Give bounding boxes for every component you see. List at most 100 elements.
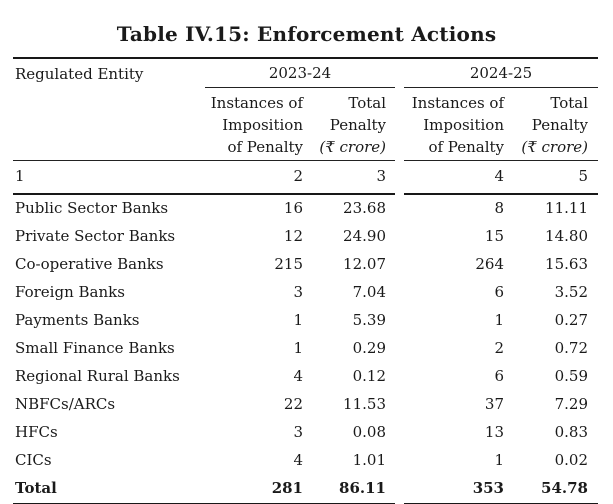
total-value-cell: 281 <box>205 475 308 504</box>
subheader-line: Total <box>348 94 386 112</box>
entity-cell: NBFCs/ARCs <box>15 395 116 413</box>
column-gutter <box>395 307 404 335</box>
table-row: Co-operative Banks 215 12.07 264 15.63 <box>13 251 598 279</box>
entity-cell: Regional Rural Banks <box>15 367 180 385</box>
instances-header-2023-24: Instances of Imposition of Penalty <box>205 87 308 161</box>
value-cell: 1 <box>494 451 504 469</box>
value-cell: 13 <box>484 423 504 441</box>
column-gutter <box>395 194 404 223</box>
entity-cell: Co-operative Banks <box>15 255 164 273</box>
year-group-2024-25: 2024-25 <box>404 58 598 88</box>
value-cell: 23.68 <box>343 199 386 217</box>
column-number: 2 <box>205 160 308 195</box>
entity-cell: CICs <box>15 451 52 469</box>
value-cell: 0.08 <box>352 423 386 441</box>
subheader-line: Instances of <box>210 94 303 112</box>
table-row: Public Sector Banks 16 23.68 8 11.11 <box>13 194 598 223</box>
entity-cell: Payments Banks <box>15 311 140 329</box>
column-gutter <box>395 475 404 504</box>
year-header-row: Regulated Entity 2023-24 2024-25 <box>13 58 598 88</box>
column-gutter <box>395 161 404 195</box>
total-value-cell: 86.11 <box>308 475 395 504</box>
subheader-line: Penalty <box>329 116 386 134</box>
column-number: 4 <box>404 160 510 195</box>
table-row: Foreign Banks 3 7.04 6 3.52 <box>13 279 598 307</box>
entity-cell: Small Finance Banks <box>15 339 175 357</box>
value-cell: 0.12 <box>352 367 386 385</box>
column-gutter <box>395 363 404 391</box>
subheader-empty-cell <box>13 87 205 161</box>
value-cell: 1 <box>494 311 504 329</box>
value-cell: 1 <box>293 339 303 357</box>
entity-cell: Foreign Banks <box>15 283 125 301</box>
value-cell: 1 <box>293 311 303 329</box>
value-cell: 22 <box>283 395 303 413</box>
value-cell: 0.83 <box>554 423 588 441</box>
column-number-row: 1 2 3 4 5 <box>13 160 598 195</box>
value-cell: 264 <box>475 255 504 273</box>
value-cell: 37 <box>484 395 504 413</box>
column-gutter <box>395 419 404 447</box>
table-row: CICs 4 1.01 1 0.02 <box>13 447 598 475</box>
rupee-crore-unit-label: (₹ crore) <box>319 138 386 156</box>
column-gutter <box>395 335 404 363</box>
subheader-line: of Penalty <box>227 138 303 156</box>
subheader-line: Imposition <box>222 116 303 134</box>
subheader-line: Imposition <box>423 116 504 134</box>
value-cell: 24.90 <box>343 227 386 245</box>
value-cell: 6 <box>494 283 504 301</box>
value-cell: 0.27 <box>554 311 588 329</box>
value-cell: 4 <box>293 367 303 385</box>
value-cell: 3 <box>293 423 303 441</box>
enforcement-actions-table: Regulated Entity 2023-24 2024-25 Instanc… <box>13 57 598 504</box>
entity-cell: Private Sector Banks <box>15 227 176 245</box>
column-gutter <box>395 447 404 475</box>
column-gutter <box>395 251 404 279</box>
value-cell: 4 <box>293 451 303 469</box>
entity-cell: Public Sector Banks <box>15 199 169 217</box>
column-gutter <box>395 58 404 88</box>
year-group-2023-24: 2023-24 <box>205 58 395 88</box>
value-cell: 11.11 <box>545 199 588 217</box>
value-cell: 15.63 <box>545 255 588 273</box>
value-cell: 5.39 <box>352 311 386 329</box>
value-cell: 12.07 <box>343 255 386 273</box>
value-cell: 16 <box>283 199 303 217</box>
column-number: 5 <box>510 160 598 195</box>
subheader-row: Instances of Imposition of Penalty Total… <box>13 87 598 161</box>
table-row: Regional Rural Banks 4 0.12 6 0.59 <box>13 363 598 391</box>
column-gutter <box>395 391 404 419</box>
rupee-crore-unit-label: (₹ crore) <box>521 138 588 156</box>
subheader-line: of Penalty <box>428 138 504 156</box>
column-number: 3 <box>308 160 395 195</box>
value-cell: 7.29 <box>554 395 588 413</box>
table-title: Table IV.15: Enforcement Actions <box>116 22 497 46</box>
table-row: Payments Banks 1 5.39 1 0.27 <box>13 307 598 335</box>
value-cell: 0.59 <box>554 367 588 385</box>
total-penalty-header-2023-24: Total Penalty (₹ crore) <box>308 87 395 161</box>
value-cell: 1.01 <box>352 451 386 469</box>
value-cell: 8 <box>494 199 504 217</box>
subheader-line: Instances of <box>411 94 504 112</box>
value-cell: 7.04 <box>352 283 386 301</box>
column-gutter <box>395 223 404 251</box>
column-gutter <box>395 279 404 307</box>
value-cell: 12 <box>283 227 303 245</box>
value-cell: 2 <box>494 339 504 357</box>
column-gutter <box>395 88 404 161</box>
value-cell: 3 <box>293 283 303 301</box>
total-label-cell: Total <box>13 475 205 504</box>
instances-header-2024-25: Instances of Imposition of Penalty <box>404 87 510 161</box>
table-row: NBFCs/ARCs 22 11.53 37 7.29 <box>13 391 598 419</box>
value-cell: 11.53 <box>343 395 386 413</box>
subheader-line: Total <box>550 94 588 112</box>
value-cell: 0.72 <box>554 339 588 357</box>
total-value-cell: 353 <box>404 475 510 504</box>
value-cell: 0.02 <box>554 451 588 469</box>
value-cell: 0.29 <box>352 339 386 357</box>
table-row: Small Finance Banks 1 0.29 2 0.72 <box>13 335 598 363</box>
value-cell: 3.52 <box>554 283 588 301</box>
table-row: HFCs 3 0.08 13 0.83 <box>13 419 598 447</box>
total-penalty-header-2024-25: Total Penalty (₹ crore) <box>510 87 598 161</box>
column-number: 1 <box>13 160 205 195</box>
